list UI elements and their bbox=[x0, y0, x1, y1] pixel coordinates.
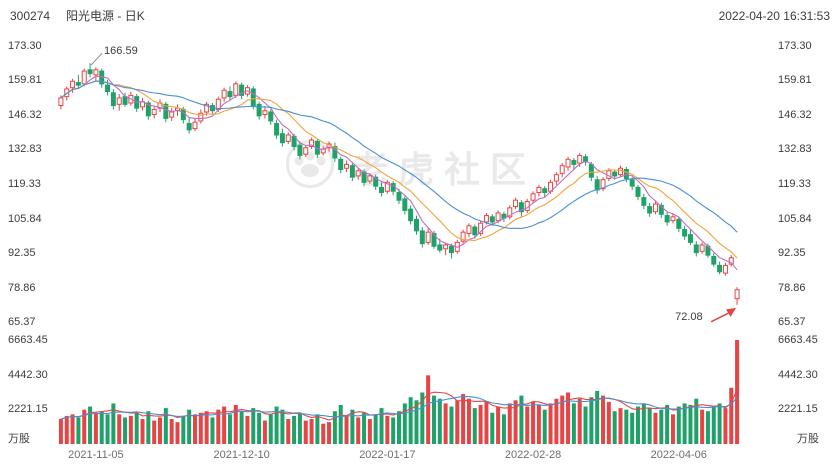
price-axis-label-left: 65.37 bbox=[8, 316, 36, 328]
price-axis-label-left: 173.30 bbox=[8, 40, 42, 52]
price-axis-label-right: 159.81 bbox=[778, 74, 812, 87]
stock-symbol: 300274 bbox=[10, 8, 51, 23]
price-axis-label-right: 173.30 bbox=[778, 40, 812, 52]
price-axis-label-left: 119.33 bbox=[8, 178, 41, 190]
price-axis-label-left: 159.81 bbox=[8, 74, 42, 87]
stock-name-period: 阳光电源 - 日K bbox=[66, 9, 145, 23]
price-axis-label-left: 92.35 bbox=[8, 247, 36, 259]
price-axis-label-right: 132.83 bbox=[778, 143, 812, 156]
volume-unit-left: 万股 bbox=[8, 433, 30, 445]
volume-axis-label-right: 2221.15 bbox=[778, 403, 818, 416]
price-axis-label-left: 105.84 bbox=[8, 212, 42, 225]
volume-axis-label-left: 2221.15 bbox=[8, 403, 48, 416]
volume-axis-label-right: 4442.30 bbox=[778, 368, 818, 381]
date-axis-label: 2022-02-28 bbox=[504, 449, 562, 461]
volume-axis-label-left: 4442.30 bbox=[8, 368, 48, 381]
chart-timestamp: 2022-04-20 16:31:53 bbox=[718, 8, 830, 23]
volume-unit-right: 万股 bbox=[797, 433, 819, 445]
low-price-annotation: 72.08 bbox=[675, 310, 703, 323]
volume-axis-label-right: 6663.45 bbox=[778, 334, 818, 346]
price-axis-label-right: 105.84 bbox=[778, 212, 812, 225]
header: 300274 阳光电源 - 日K 2022-04-20 16:31:53 bbox=[10, 7, 830, 24]
volume-axis-label-left: 6663.45 bbox=[8, 334, 48, 346]
price-axis-label-left: 146.32 bbox=[8, 108, 42, 121]
price-axis-label-right: 92.35 bbox=[778, 247, 806, 259]
price-axis-label-right: 65.37 bbox=[778, 316, 806, 328]
date-axis-label: 2022-01-17 bbox=[359, 449, 416, 461]
price-axis-label-left: 132.83 bbox=[8, 143, 42, 156]
high-price-annotation: 166.59 bbox=[104, 45, 138, 58]
price-axis-label-right: 146.32 bbox=[778, 108, 812, 121]
date-axis-label: 2021-12-10 bbox=[213, 449, 270, 461]
date-axis-label: 2021-11-05 bbox=[68, 449, 124, 461]
price-axis-label-right: 78.86 bbox=[778, 281, 806, 294]
price-axis-label-right: 119.33 bbox=[778, 178, 811, 190]
date-axis-label: 2022-04-06 bbox=[650, 449, 707, 461]
price-axis-label-left: 78.86 bbox=[8, 281, 36, 294]
